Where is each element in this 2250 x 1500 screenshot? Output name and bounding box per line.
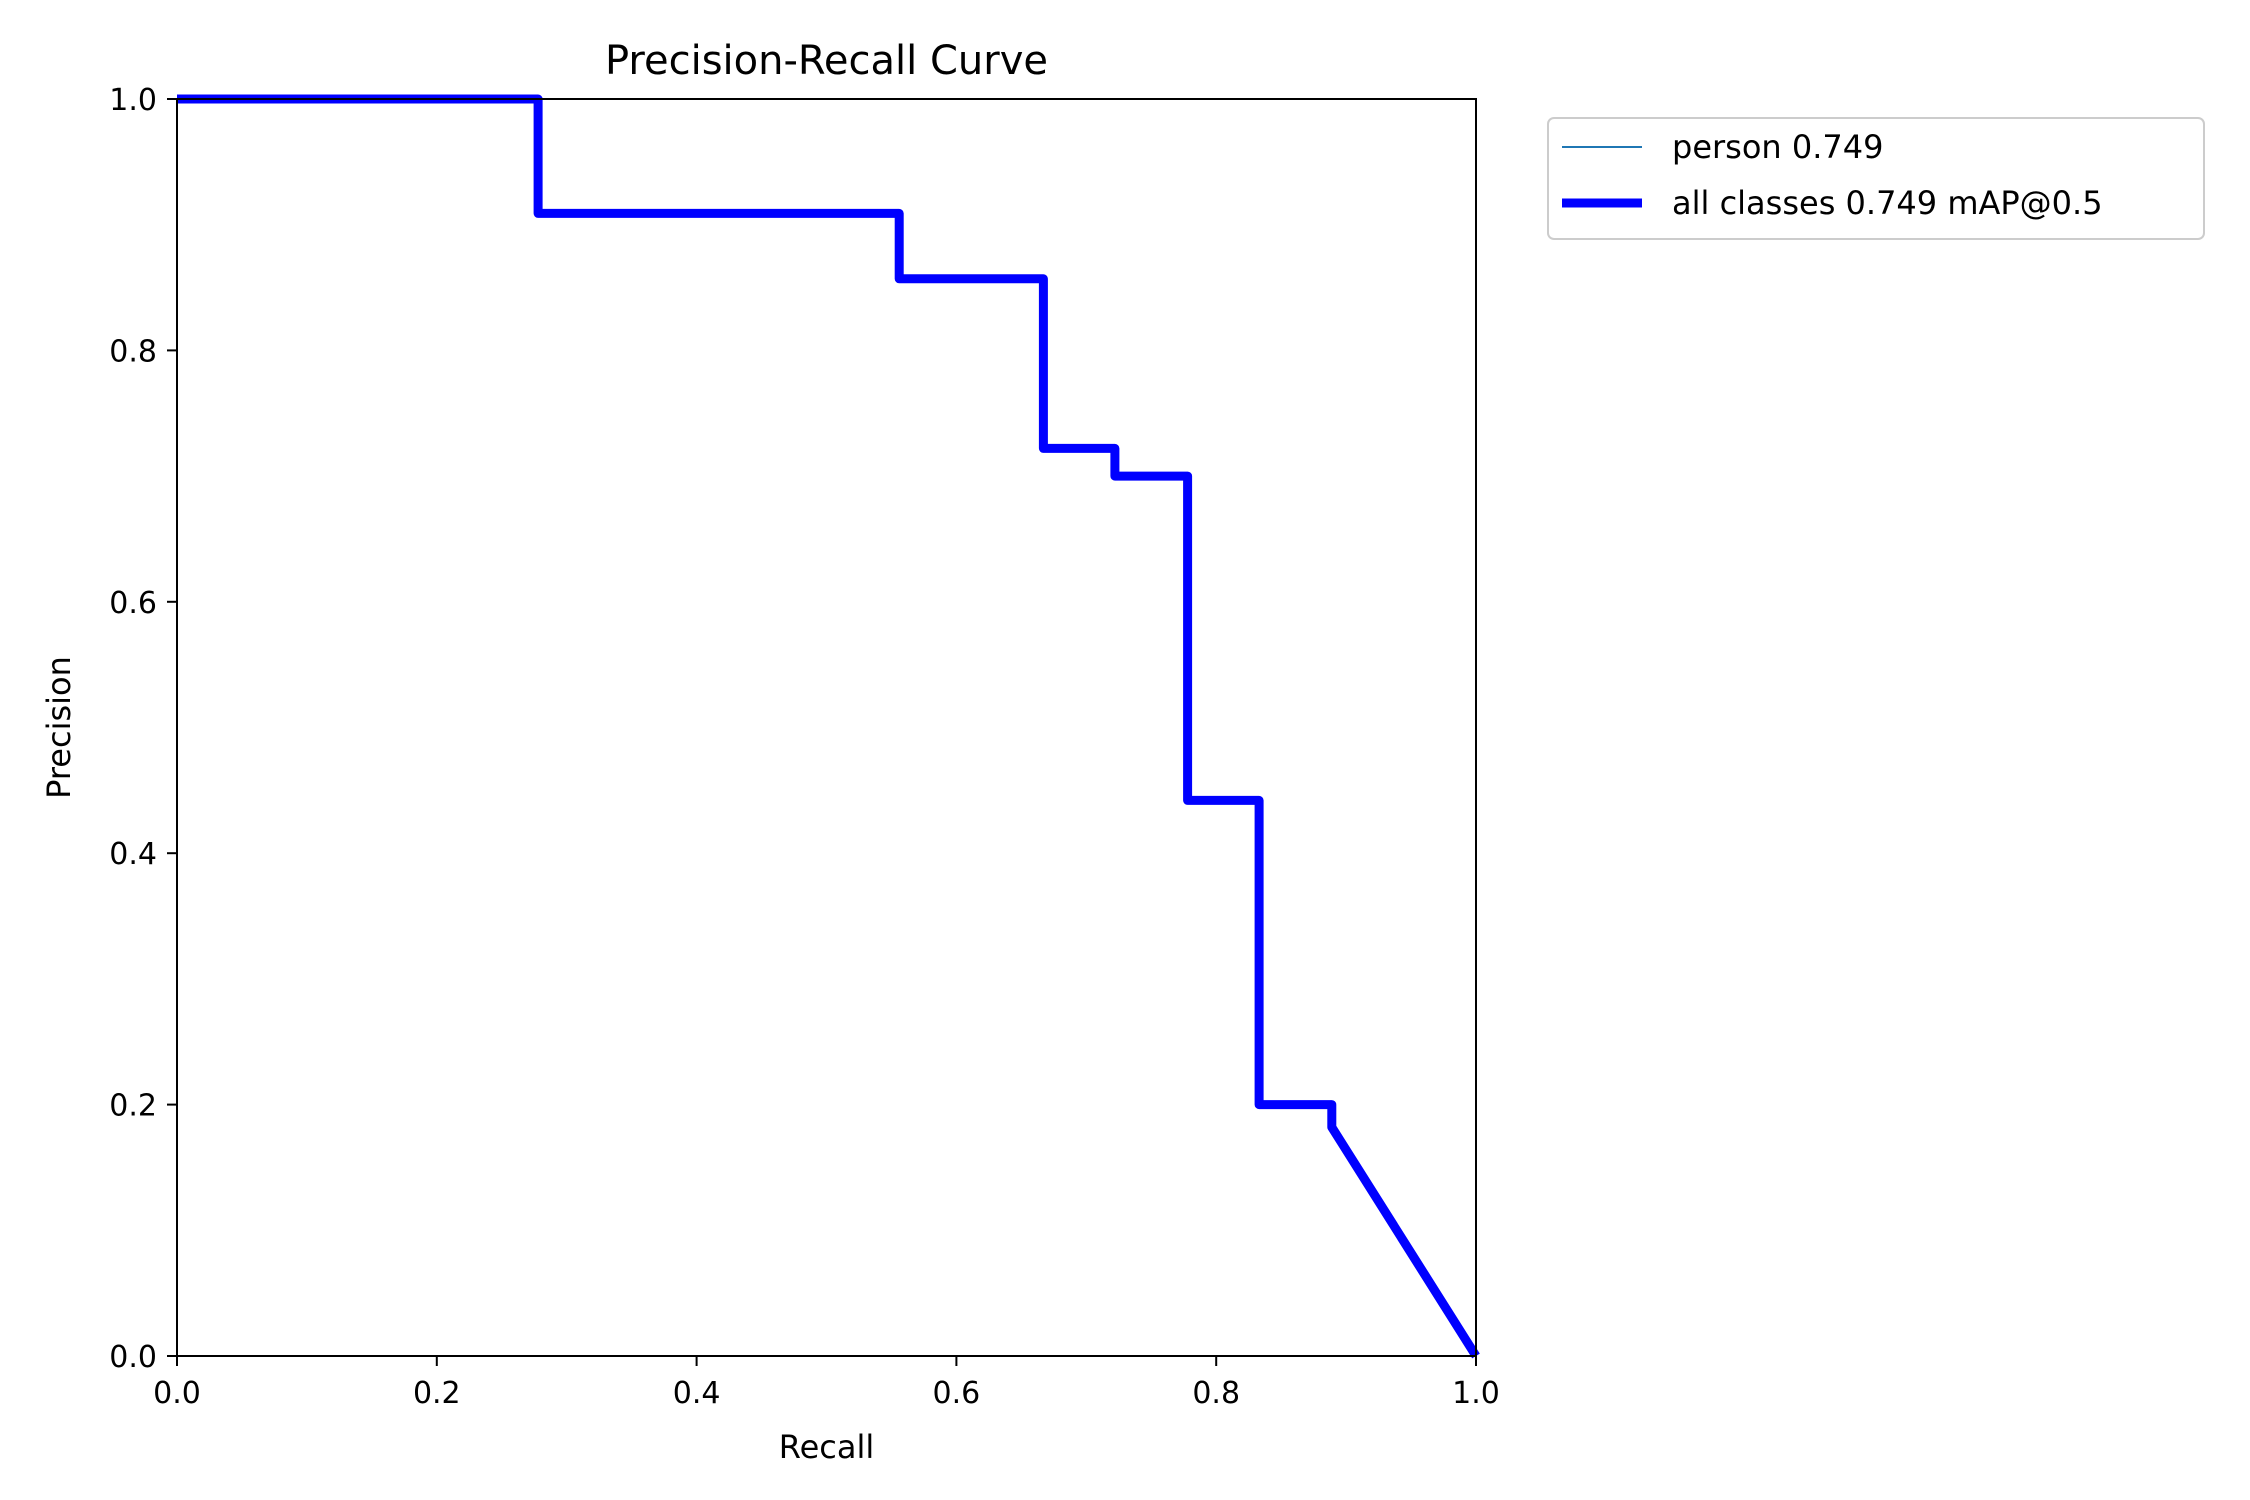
legend-box <box>1547 117 2205 240</box>
legend-label-all-classes: all classes 0.749 mAP@0.5 <box>1672 184 2103 222</box>
x-tick-label: 0.4 <box>673 1376 721 1411</box>
y-tick-label: 0.6 <box>109 586 157 621</box>
x-tick-label: 0.2 <box>413 1376 461 1411</box>
legend: person 0.749 all classes 0.749 mAP@0.5 <box>1547 117 2205 240</box>
y-tick-label: 0.0 <box>109 1340 157 1375</box>
legend-label-person: person 0.749 <box>1672 128 1883 166</box>
plot-frame <box>176 98 1477 1357</box>
x-tick-label: 0.6 <box>933 1376 981 1411</box>
y-tick-label: 0.8 <box>109 334 157 369</box>
y-axis-ticks: 0.0 0.2 0.4 0.6 0.8 1.0 <box>109 83 177 1375</box>
x-axis-ticks: 0.0 0.2 0.4 0.6 0.8 1.0 <box>153 1356 1500 1411</box>
x-tick-label: 0.8 <box>1192 1376 1240 1411</box>
y-tick-label: 0.4 <box>109 837 157 872</box>
x-axis-label: Recall <box>779 1428 874 1466</box>
x-tick-label: 0.0 <box>153 1376 201 1411</box>
chart-title: Precision-Recall Curve <box>605 38 1048 84</box>
y-tick-label: 1.0 <box>109 83 157 118</box>
series-layer <box>177 94 1480 1359</box>
series-line-all-classes <box>177 94 1480 1359</box>
x-tick-label: 1.0 <box>1452 1376 1500 1411</box>
y-axis-label: Precision <box>40 656 78 799</box>
y-tick-label: 0.2 <box>109 1089 157 1124</box>
